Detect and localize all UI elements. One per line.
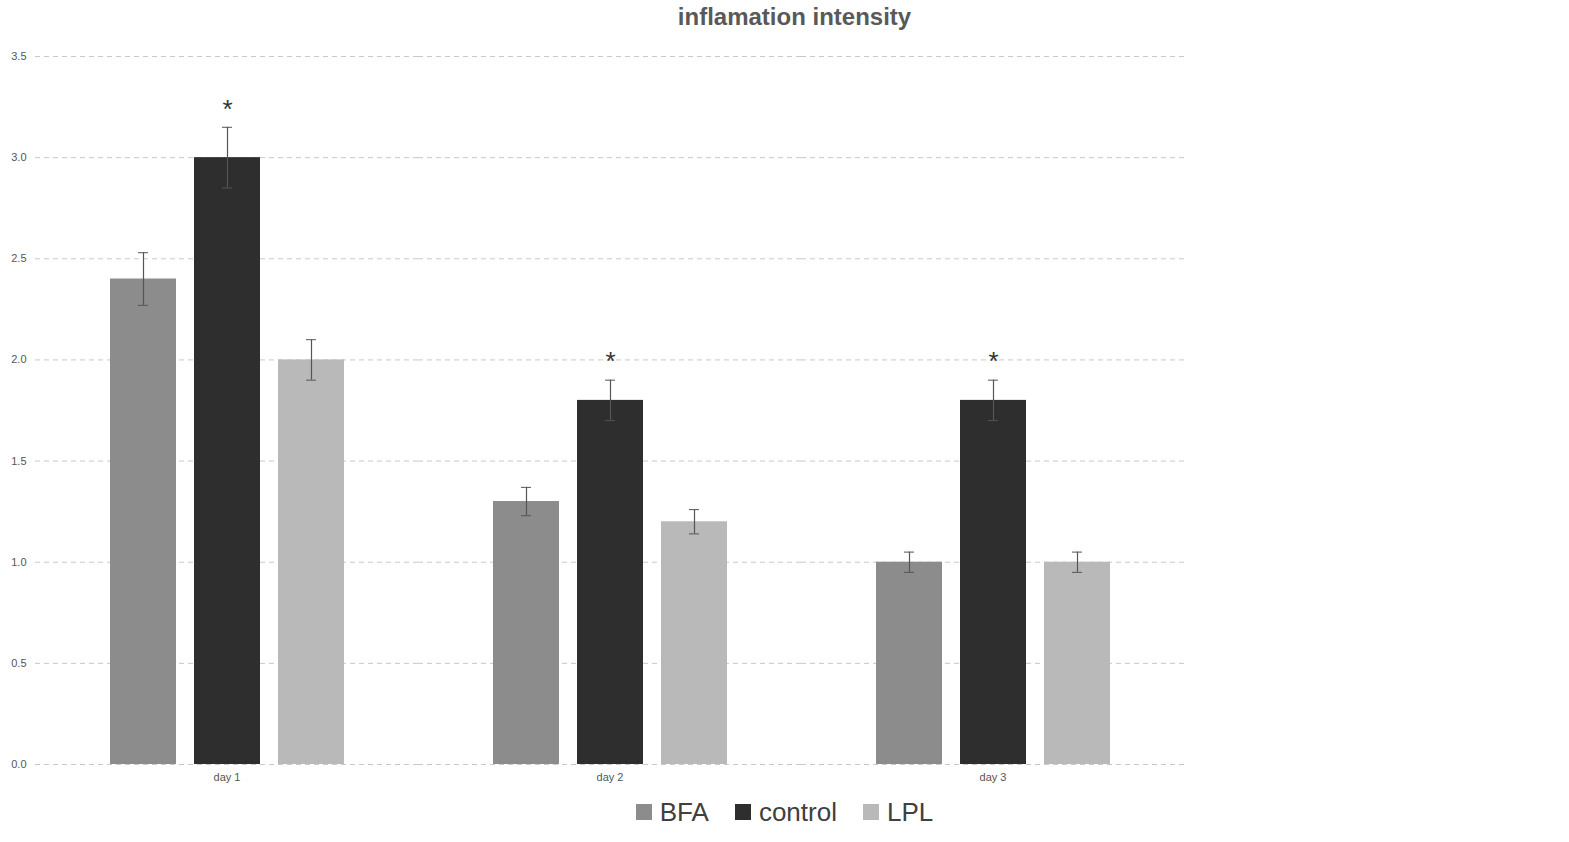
html-text:BFA: BFA	[659, 796, 709, 827]
html-text:inflamation intensity: inflamation intensity	[677, 3, 912, 30]
svg-text:*: *	[988, 346, 998, 376]
svg-text:day 3: day 3	[980, 771, 1007, 783]
html-text:control: control	[758, 796, 837, 827]
html-text:LPL: LPL	[887, 796, 934, 827]
svg-text:3.0: 3.0	[11, 151, 26, 163]
svg-text:2.5: 2.5	[11, 252, 26, 264]
svg-text:day 2: day 2	[597, 771, 624, 783]
svg-text:day 1: day 1	[214, 771, 241, 783]
svg-text:0.0: 0.0	[11, 758, 26, 770]
svg-text:1.0: 1.0	[11, 556, 26, 568]
svg-text:1.5: 1.5	[11, 455, 26, 467]
svg-text:*: *	[222, 94, 232, 124]
svg-text:2.0: 2.0	[11, 353, 26, 365]
svg-text:0.5: 0.5	[11, 657, 26, 669]
svg-text:3.5: 3.5	[11, 50, 26, 62]
svg-text:*: *	[605, 346, 615, 376]
